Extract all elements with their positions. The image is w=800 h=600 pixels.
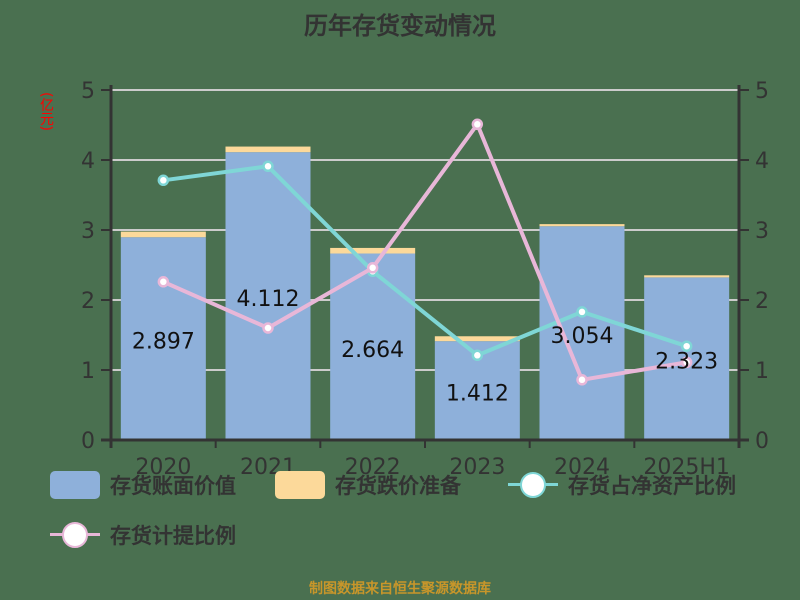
legend-item-net-asset-ratio[interactable]: 存货占净资产比例	[508, 470, 736, 500]
bar-book-value	[120, 237, 206, 440]
x-tick-label: 2022	[345, 455, 401, 480]
y-tick-left: 2	[81, 289, 95, 314]
x-tick-label: 2023	[449, 455, 505, 480]
legend-label: 存货跌价准备	[335, 474, 461, 498]
legend-label: 存货账面价值	[110, 474, 236, 498]
y-tick-right: 3	[755, 219, 769, 244]
x-tick-label: 2020	[135, 455, 191, 480]
legend-swatch-book-value	[50, 471, 100, 499]
line-point-marker	[471, 118, 484, 131]
bar-reserve	[225, 146, 311, 153]
y-tick-right: 4	[755, 149, 769, 174]
line-point-marker	[157, 174, 170, 187]
y-tick-right: 5	[755, 79, 769, 104]
y-tick-left: 1	[81, 359, 95, 384]
line-point-marker	[262, 322, 274, 334]
bar-reserve	[120, 231, 206, 238]
bar-reserve	[539, 224, 625, 227]
line-point-marker	[471, 349, 484, 362]
bar-value-label: 2.664	[341, 338, 404, 363]
y-tick-left: 4	[81, 149, 95, 174]
y-tick-right: 2	[755, 289, 769, 314]
bar-value-label: 4.112	[237, 287, 300, 312]
x-tick-label: 2025H1	[643, 455, 730, 480]
y-tick-left: 0	[81, 429, 95, 454]
legend-item-reserve[interactable]: 存货跌价准备	[275, 470, 461, 500]
y-tick-right: 0	[755, 429, 769, 454]
source-footer: 制图数据来自恒生聚源数据库	[309, 581, 491, 597]
line-point-marker	[680, 340, 693, 352]
data-labels: 2.897 4.112 2.664 1.412 3.054 2.323	[132, 287, 718, 407]
legend-item-book-value[interactable]: 存货账面价值	[50, 470, 236, 500]
x-tick-label: 2024	[554, 455, 610, 480]
bar-value-label: 2.323	[655, 350, 718, 375]
bar-value-label: 2.897	[132, 330, 195, 355]
line-point-marker	[157, 276, 170, 288]
bar-book-value	[539, 226, 625, 440]
line-point-marker	[366, 262, 379, 274]
y-tick-left: 5	[81, 79, 95, 104]
line-point-marker	[680, 356, 693, 369]
legend-label: 存货占净资产比例	[568, 474, 736, 498]
line-point-marker	[576, 374, 588, 386]
bar-reserve	[644, 275, 730, 278]
y-axis-unit-label: (亿元)	[38, 92, 54, 131]
bar-value-label: 1.412	[446, 382, 509, 407]
legend-line-marker-icon	[508, 471, 558, 499]
legend-item-provision-ratio[interactable]: 存货计提比例	[50, 520, 236, 550]
line-series	[157, 118, 693, 386]
bar-series	[120, 146, 730, 440]
line-net-asset-ratio	[163, 164, 688, 358]
legend-line-marker-icon	[50, 521, 100, 549]
line-provision-ratio	[162, 120, 687, 383]
bar-reserve	[330, 247, 416, 254]
line-point-marker	[576, 306, 588, 318]
y-tick-left: 3	[81, 219, 95, 244]
bar-value-label: 3.054	[551, 324, 614, 349]
bar-reserve	[434, 336, 520, 342]
legend-label: 存货计提比例	[110, 524, 236, 548]
line-point-marker	[262, 160, 274, 173]
y-tick-right: 1	[755, 359, 769, 384]
legend-swatch-reserve	[275, 471, 325, 499]
chart-title: 历年存货变动情况	[304, 12, 496, 40]
bar-book-value	[225, 152, 311, 440]
